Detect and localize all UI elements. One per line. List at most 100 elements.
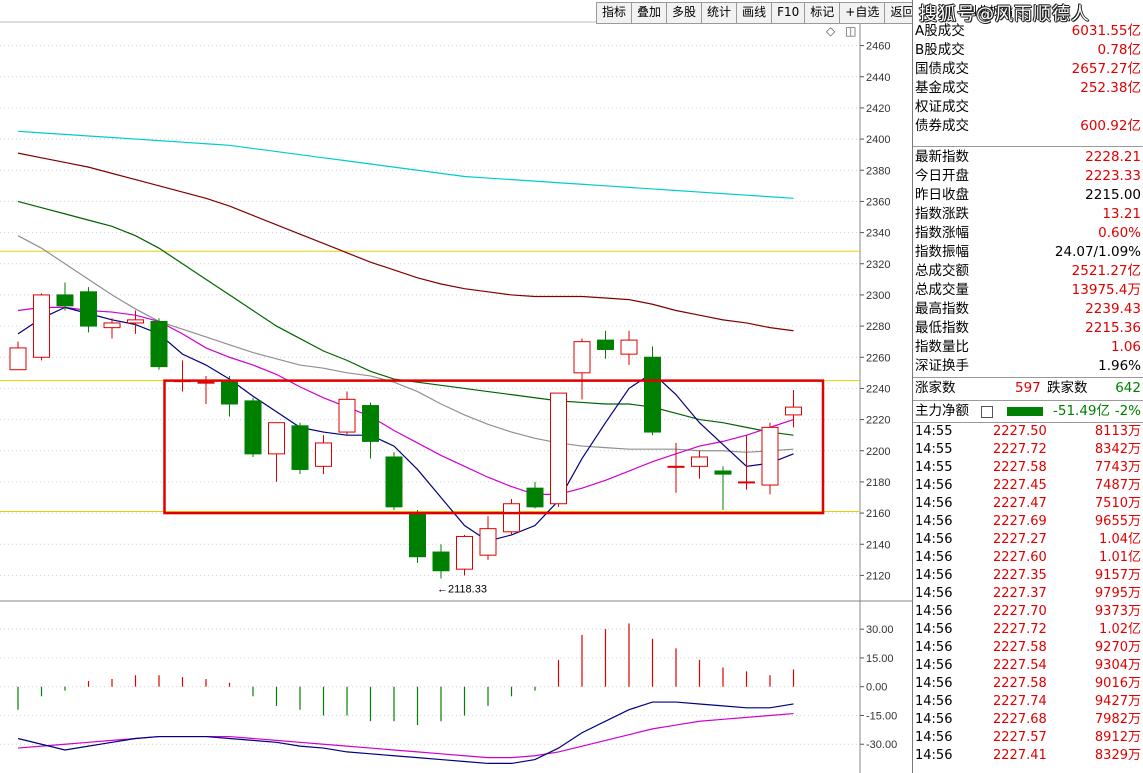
diamond-icon[interactable]: ◇ [826,24,836,38]
price-axis-label: 2300 [866,290,890,302]
row-value: 2215.00 [1085,187,1141,203]
toolbar-button-5[interactable]: F10 [772,3,806,23]
candle-body [456,535,473,570]
tick-time: 14:56 [915,478,953,493]
candle-body [785,406,802,416]
row-label: 总成交额 [915,263,969,279]
tick-row: 14:56 2227.35 9157万 [913,567,1143,585]
tick-time: 14:56 [915,640,953,655]
tick-time: 14:56 [915,658,953,673]
candle-body [244,400,262,455]
tick-time: 14:56 [915,730,953,745]
window-switch-icon[interactable]: ◫ [845,24,857,38]
net-flow-row: 主力净额 -51.49亿 -2% [913,402,1143,421]
tick-volume: 9427万 [1094,694,1141,709]
tick-volume: 7743万 [1094,460,1141,475]
index-stat-row: 指数涨幅 0.60% [913,224,1143,243]
row-value: 2657.27亿 [1071,61,1141,77]
kline-chart[interactable]: 2460 2440 2420 2400 2380 2360 2340 2320 2300 2280… [0,0,912,773]
candle-body [9,347,27,371]
candle-body [597,339,614,350]
indicator-axis-label: 15.00 [866,653,894,665]
candle-body [56,294,74,307]
divider [913,377,1143,378]
toolbar-button-1[interactable]: 叠加 [632,3,668,23]
toolbar-button-6[interactable]: 标记 [805,3,841,23]
row-value: 6031.55亿 [1071,23,1141,39]
candle-body [479,528,497,556]
index-stat-row: 总成交额 2521.27亿 [913,262,1143,281]
candle-body [714,470,732,475]
row-value: 2239.43 [1085,301,1141,317]
price-axis-label: 2420 [866,103,890,115]
tick-row: 14:55 2227.50 8113万 [913,423,1143,441]
toolbar-button-7[interactable]: +自选 [840,3,886,23]
watermark-text: 搜狐号@风雨顺德人 [919,4,1090,25]
tick-volume: 8342万 [1094,442,1141,457]
price-axis-label: 2280 [866,321,890,333]
price-axis-label: 2340 [866,228,890,240]
divider [913,146,1143,147]
row-label: B股成交 [915,42,965,58]
tick-price: 2227.35 [993,568,1047,583]
candle-body [221,381,238,405]
row-label: 指数振幅 [915,244,969,260]
candle-body [33,294,50,358]
tick-time: 14:56 [915,568,953,583]
tick-row: 14:56 2227.54 9304万 [913,657,1143,675]
row-label: 昨日收盘 [915,187,969,203]
row-value: 0.78亿 [1097,42,1141,58]
tick-volume: 7487万 [1094,478,1141,493]
chart-background [0,0,912,773]
tick-time: 14:56 [915,676,953,691]
price-axis-label: 2160 [866,508,890,520]
tick-row: 14:56 2227.58 9016万 [913,675,1143,693]
price-axis-label: 2380 [866,165,890,177]
candle-body [620,339,638,355]
row-value: 2215.36 [1085,320,1141,336]
tick-time: 14:55 [915,442,953,457]
price-axis-label: 2320 [866,259,890,271]
row-value: 24.07/1.09% [1054,244,1141,260]
candle-body [385,456,403,508]
candle-body [573,341,591,374]
tick-volume: 8113万 [1094,424,1141,439]
toolbar-button-8[interactable]: 返回 [890,5,915,19]
tick-price: 2227.58 [993,460,1047,475]
tick-price: 2227.37 [993,586,1047,601]
tick-price: 2227.58 [993,640,1047,655]
tick-price: 2227.57 [993,730,1047,745]
index-stat-row: 昨日收盘 2215.00 [913,186,1143,205]
menu-icon[interactable] [981,406,993,418]
row-label: A股成交 [915,23,965,39]
toolbar-button-4[interactable]: 画线 [737,3,773,23]
row-label: 总成交量 [915,282,969,298]
tick-volume: 9655万 [1094,514,1141,529]
index-stat-row: 深证换手 1.96% [913,357,1143,376]
candle-body [644,356,661,433]
candle-body [103,322,121,329]
toolbar-button-3[interactable]: 统计 [702,3,738,23]
breadth-row: 涨家数 597 跌家数 642 [913,379,1143,398]
net-flow-value: -51.49亿 [1053,403,1111,419]
candle-body [362,405,379,442]
toolbar-button-0[interactable]: 指标 [597,3,633,23]
row-value: 600.92亿 [1080,118,1141,134]
tick-row: 14:56 2227.60 1.01亿 [913,549,1143,567]
candle-body [291,425,309,470]
up-count-label: 涨家数 [915,380,956,396]
price-axis-label: 2220 [866,415,890,427]
tick-time: 14:56 [915,622,953,637]
tick-price: 2227.54 [993,658,1047,673]
turnover-row: 权证成交 [913,98,1143,117]
row-value: 13975.4万 [1071,282,1141,298]
tick-price: 2227.68 [993,712,1047,727]
tick-row: 14:56 2227.70 9373万 [913,603,1143,621]
price-axis-label: 2120 [866,570,890,582]
candle-body [761,426,779,486]
index-stat-row: 最低指数 2215.36 [913,319,1143,338]
indicator-axis-label: -15.00 [866,710,897,722]
tick-time: 14:56 [915,496,953,511]
index-stat-row: 总成交量 13975.4万 [913,281,1143,300]
toolbar-button-2[interactable]: 多股 [667,3,703,23]
